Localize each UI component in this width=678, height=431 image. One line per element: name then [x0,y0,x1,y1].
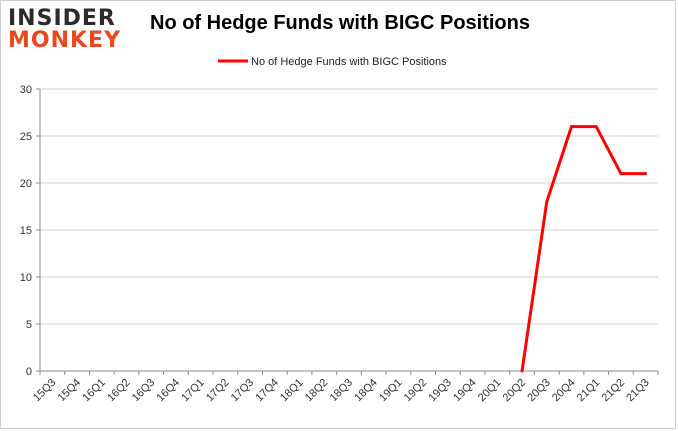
x-tick-label: 20Q1 [476,377,504,405]
gridlines [40,88,658,372]
x-tick-label: 21Q3 [624,377,652,405]
x-tick-label: 15Q4 [56,377,84,405]
x-tick-label: 20Q4 [550,377,578,405]
y-tick-label: 20 [20,178,32,190]
logo-line-1: INSIDER [8,6,116,31]
x-tick-label: 18Q4 [352,377,380,405]
y-tick-label: 30 [20,84,32,96]
chart-title: No of Hedge Funds with BIGC Positions [150,12,530,34]
logo-line-2: MONKEY [8,28,122,53]
series-line [520,125,646,372]
x-axis: 15Q315Q416Q116Q216Q316Q417Q117Q217Q317Q4… [31,371,659,405]
series-group [520,125,648,373]
data-point [619,172,623,176]
y-tick-label: 10 [20,272,32,284]
y-tick-label: 15 [20,225,32,237]
y-axis: 0 5 10 15 20 25 30 [20,84,41,378]
x-tick-label: 17Q4 [253,377,281,405]
x-tick-label: 17Q1 [179,377,207,405]
x-tick-label: 16Q3 [130,377,158,405]
data-point [520,369,524,373]
data-point [594,125,598,129]
x-tick-label: 18Q3 [328,377,356,405]
x-tick-label: 17Q2 [204,377,232,405]
x-tick-label: 18Q2 [303,377,331,405]
y-tick-label: 5 [26,319,32,331]
x-tick-label: 19Q2 [402,377,430,405]
x-tick-label: 21Q1 [575,377,603,405]
x-tick-label: 16Q1 [80,377,108,405]
data-point [644,172,648,176]
y-tick-label: 0 [26,366,32,378]
legend-label: No of Hedge Funds with BIGC Positions [251,56,447,68]
x-tick-label: 19Q1 [377,377,405,405]
y-tick-label: 25 [20,131,32,143]
x-tick-label: 20Q2 [501,377,529,405]
x-tick-label: 20Q3 [525,377,553,405]
insider-monkey-logo: INSIDER MONKEY [8,8,126,56]
legend: No of Hedge Funds with BIGC Positions [218,56,447,68]
x-tick-label: 16Q4 [155,377,183,405]
x-tick-label: 21Q2 [600,377,628,405]
x-tick-label: 16Q2 [105,377,133,405]
x-tick-label: 18Q1 [278,377,306,405]
data-point [545,200,549,204]
x-tick-label: 17Q3 [229,377,257,405]
x-tick-label: 19Q4 [451,377,479,405]
x-tick-label: 15Q3 [31,377,59,405]
data-point [569,125,573,129]
x-tick-label: 19Q3 [426,377,454,405]
